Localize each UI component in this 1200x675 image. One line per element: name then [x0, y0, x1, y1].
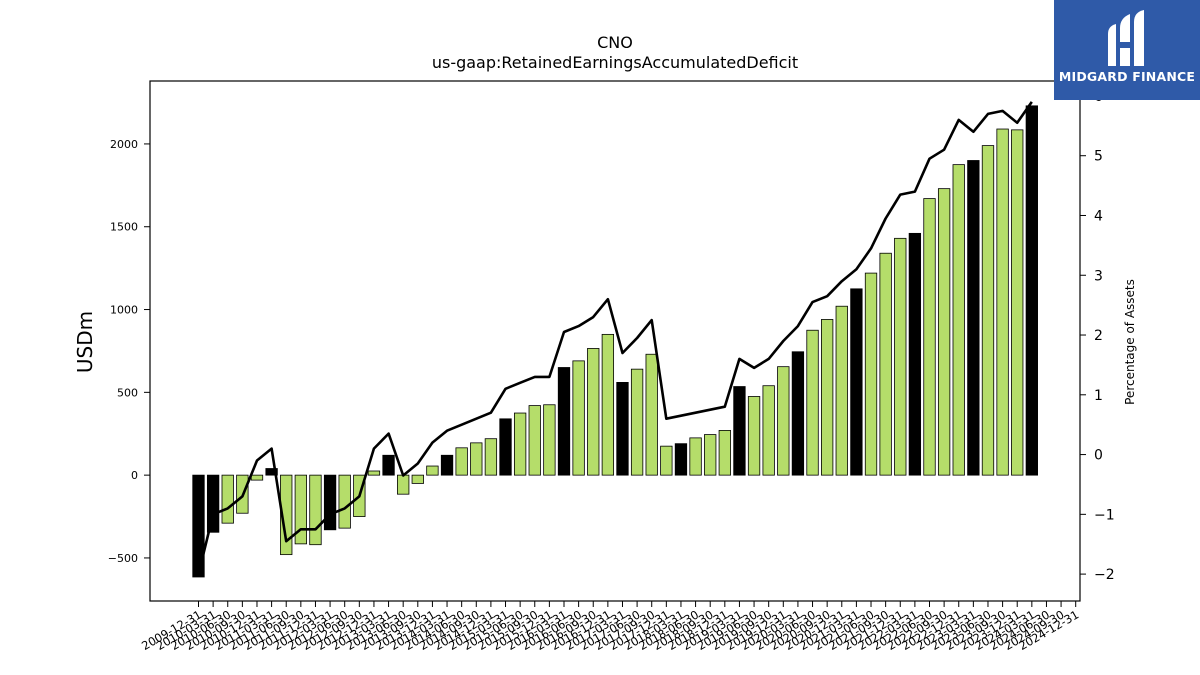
bar [967, 160, 980, 476]
bar [587, 348, 600, 476]
y2-tick-label: 3 [1094, 268, 1103, 284]
y2-tick-label: 2 [1094, 328, 1103, 344]
bar [280, 474, 293, 556]
bar [733, 386, 746, 476]
bar [835, 305, 848, 476]
bar [192, 474, 205, 578]
y-tick-label: 0 [131, 469, 138, 482]
bar [645, 353, 658, 476]
bar [923, 198, 936, 476]
bar [513, 412, 527, 476]
bar [718, 430, 731, 476]
y-tick-label: 1500 [110, 221, 138, 234]
plot-frame [149, 80, 1081, 602]
y-tick-label: 2000 [110, 138, 138, 151]
bar [616, 382, 629, 476]
bar [426, 465, 439, 476]
bar [1011, 129, 1024, 476]
bar [265, 468, 278, 476]
bar [367, 470, 381, 476]
bar [528, 405, 541, 476]
bar [791, 351, 805, 476]
axes-layer: −5000500100015002000−2−101234562009-12-3… [108, 89, 1115, 653]
y2-tick-label: 1 [1094, 388, 1103, 404]
bar [850, 288, 863, 476]
bar [294, 474, 307, 545]
bar [543, 404, 556, 476]
line-layer [197, 101, 1033, 575]
bar [470, 442, 483, 476]
bar [572, 360, 585, 476]
bar [981, 145, 995, 476]
y2-tick-label: 5 [1094, 149, 1103, 165]
bar [440, 454, 454, 476]
bar [382, 454, 395, 476]
y2-tick-label: 0 [1094, 448, 1103, 464]
bar [704, 434, 717, 476]
bar [937, 188, 951, 476]
bar [1025, 105, 1038, 476]
y2-axis-label: Percentage of Assets [1123, 279, 1137, 405]
bar [221, 474, 234, 524]
logo-text: MIDGARD FINANCE [1058, 69, 1196, 84]
y-axis-label: USDm [73, 311, 97, 373]
y-tick-label: 1000 [110, 304, 138, 317]
bar [747, 396, 761, 476]
bar [864, 272, 878, 476]
bar [762, 385, 775, 476]
y2-tick-label: −2 [1094, 567, 1115, 583]
logo-mark-icon [1108, 10, 1144, 66]
brand-logo: MIDGARD FINANCE [1054, 0, 1200, 100]
bar [952, 164, 965, 476]
bar [908, 232, 922, 476]
bar [674, 443, 688, 476]
chart-subtitle: us-gaap:RetainedEarningsAccumulatedDefic… [432, 53, 798, 72]
bar [821, 319, 834, 476]
bar [557, 367, 571, 476]
bar [806, 329, 819, 476]
bar [250, 474, 264, 481]
bar [894, 237, 907, 476]
bar [206, 474, 220, 533]
y2-tick-label: 4 [1094, 208, 1103, 224]
bar [879, 252, 892, 476]
series-line [197, 101, 1033, 575]
bar [777, 366, 790, 476]
bar [455, 447, 468, 476]
bars-layer [192, 105, 1038, 578]
y-tick-label: −500 [108, 552, 138, 565]
y-tick-label: 500 [117, 386, 138, 399]
bar [630, 368, 644, 476]
bar [484, 438, 498, 476]
bar [411, 474, 424, 484]
bar [309, 474, 322, 546]
bar [499, 418, 512, 476]
bar [397, 474, 410, 495]
y2-tick-label: −1 [1094, 507, 1115, 523]
bar [689, 437, 702, 476]
bar [996, 128, 1009, 476]
chart-title: CNO [597, 33, 633, 52]
bar [660, 445, 673, 476]
bar [601, 333, 615, 476]
bar [338, 474, 351, 529]
bar [323, 474, 337, 531]
